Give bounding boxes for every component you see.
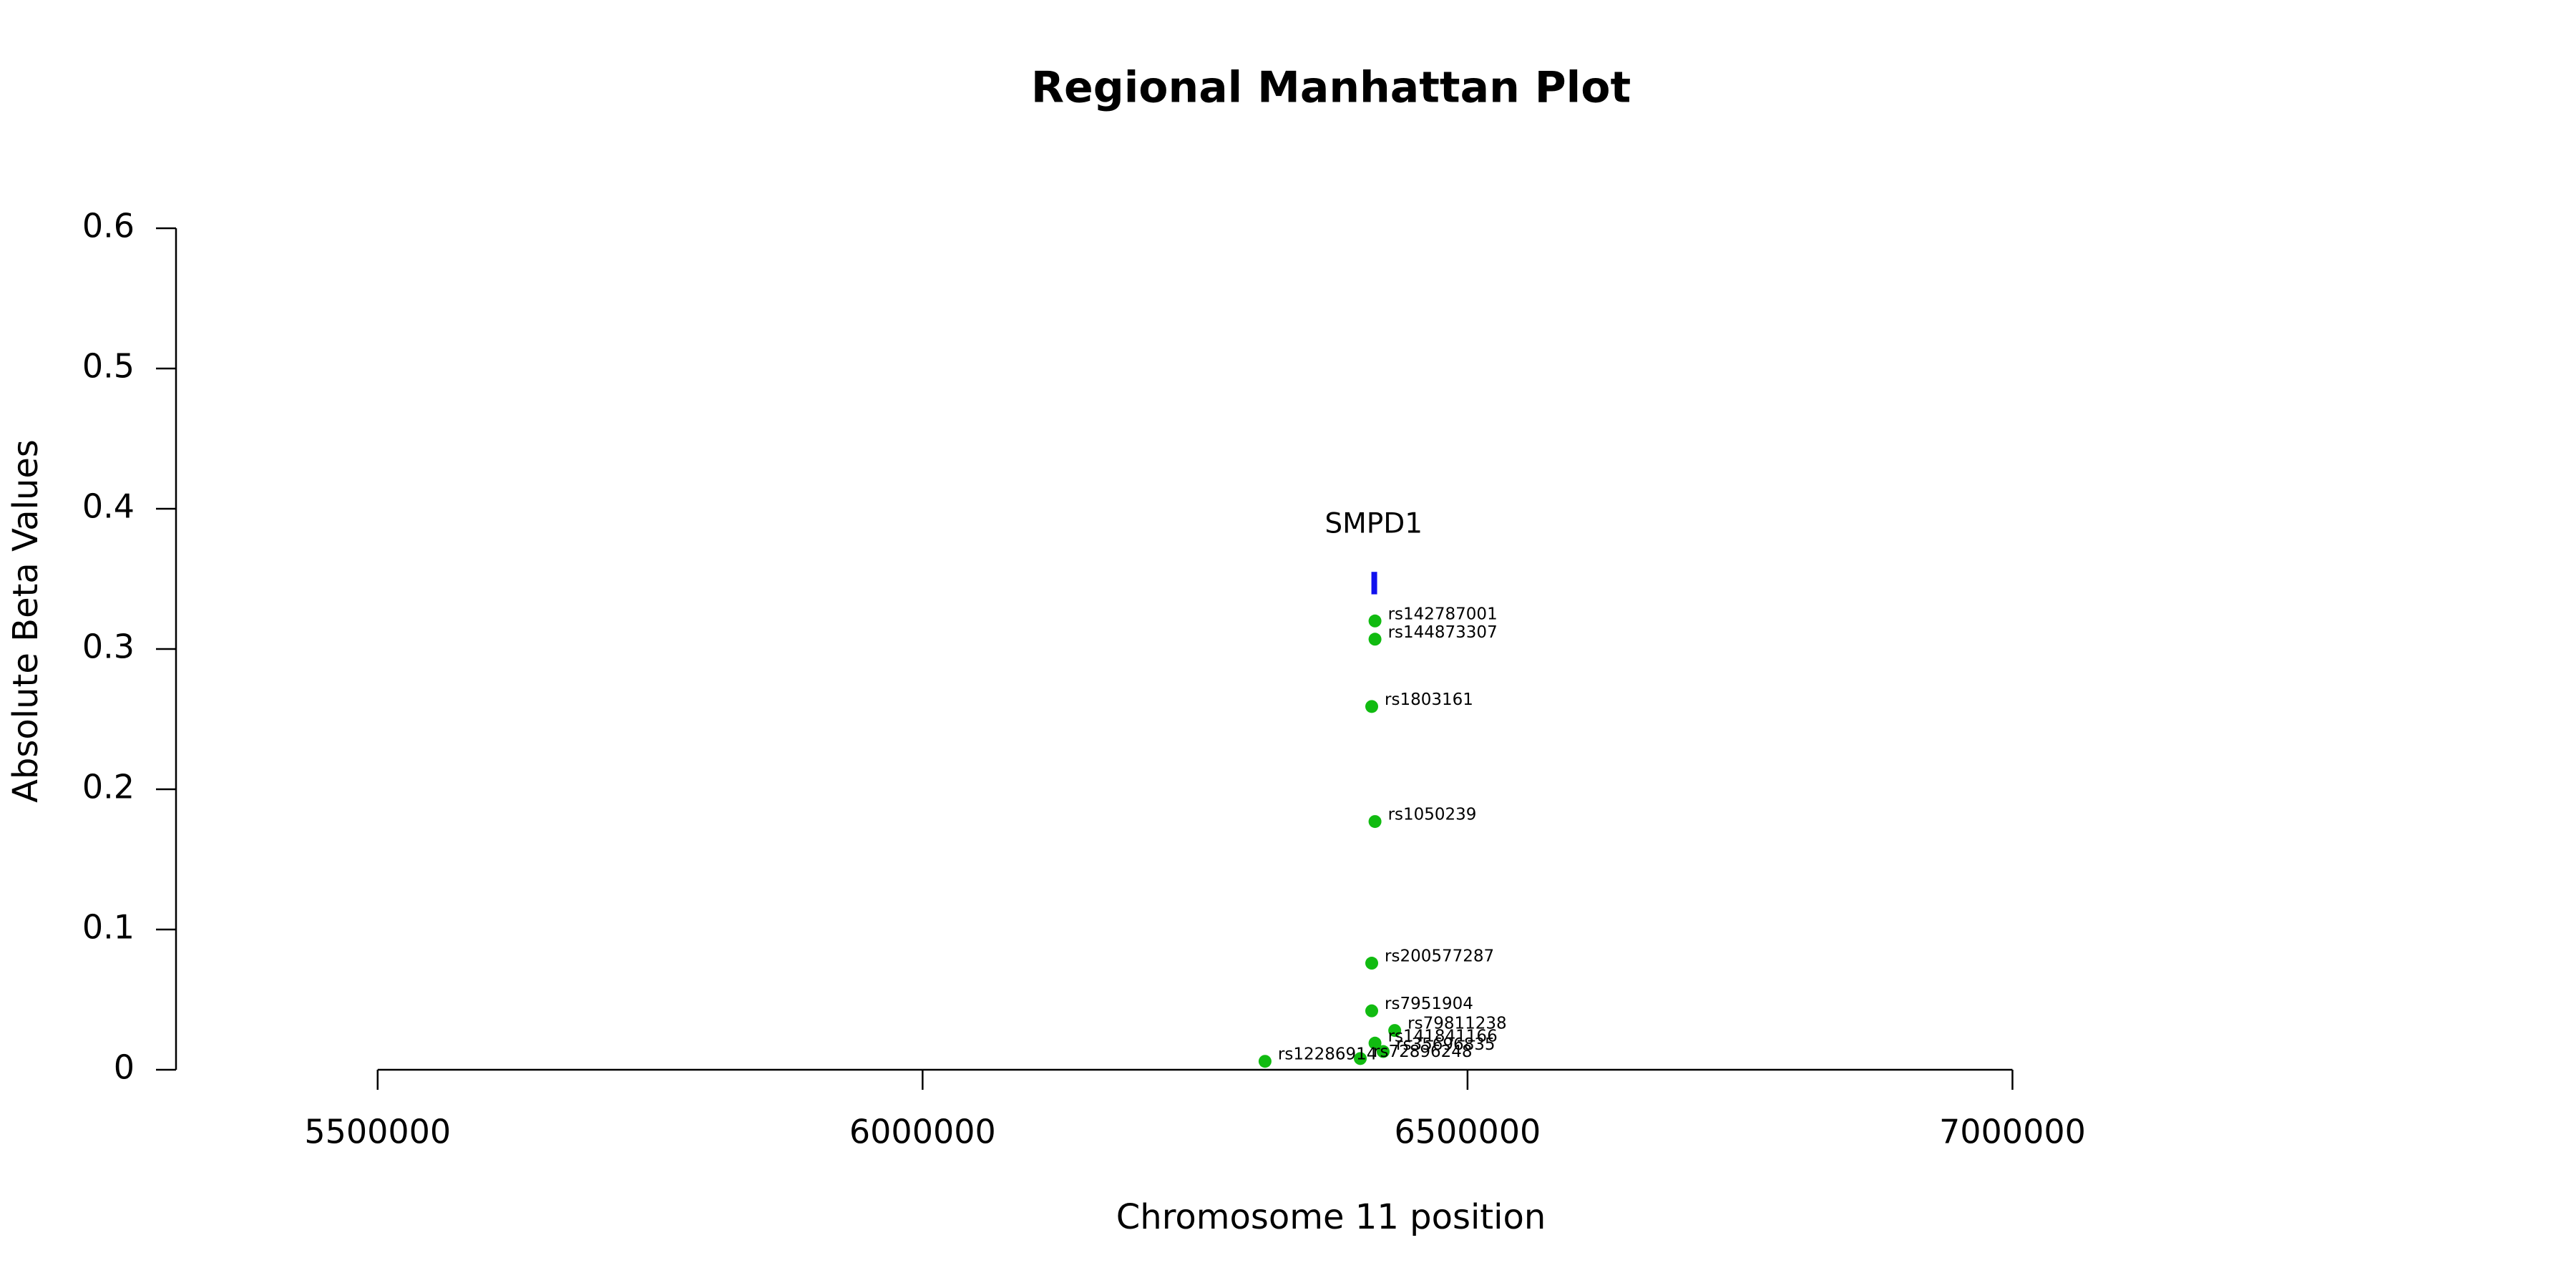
snp-point xyxy=(1365,700,1379,713)
gene-label: SMPD1 xyxy=(1324,508,1423,540)
x-tick-label: 7000000 xyxy=(1939,1113,2086,1151)
x-tick-label: 5500000 xyxy=(304,1113,451,1151)
snp-point xyxy=(1354,1052,1367,1065)
snp-point xyxy=(1388,1024,1402,1038)
x-tick-label: 6500000 xyxy=(1394,1113,1541,1151)
snp-label: rs142787001 xyxy=(1388,605,1498,623)
y-tick-label: 0 xyxy=(114,1048,135,1087)
snp-label: rs35696835 xyxy=(1396,1035,1496,1054)
y-tick-label: 0.4 xyxy=(82,487,135,526)
snp-point xyxy=(1258,1055,1272,1068)
gene-bar xyxy=(1371,572,1377,595)
chart-title: Regional Manhattan Plot xyxy=(1031,63,1631,113)
snp-label: rs144873307 xyxy=(1388,623,1498,642)
snp-label: rs7951904 xyxy=(1385,995,1473,1013)
snp-label: rs72896248 xyxy=(1373,1043,1473,1061)
snp-label: rs1803161 xyxy=(1385,691,1473,709)
snp-label: rs12286914 xyxy=(1278,1045,1377,1064)
y-tick-label: 0.2 xyxy=(82,768,135,806)
snp-label: rs1050239 xyxy=(1388,806,1477,824)
x-tick-label: 6000000 xyxy=(849,1113,996,1151)
snp-label: rs79811238 xyxy=(1407,1015,1507,1033)
snp-point xyxy=(1368,633,1382,646)
snp-point xyxy=(1368,815,1382,829)
y-tick-label: 0.1 xyxy=(82,908,135,947)
snp-label: rs200577287 xyxy=(1385,947,1494,966)
snp-point xyxy=(1377,1045,1390,1058)
y-tick-label: 0.5 xyxy=(82,347,135,386)
snp-point xyxy=(1368,614,1382,628)
x-axis-label: Chromosome 11 position xyxy=(1116,1197,1546,1237)
snp-point xyxy=(1365,1004,1379,1018)
snp-point xyxy=(1365,957,1379,970)
snp-label: rs141841166 xyxy=(1388,1027,1498,1045)
y-tick-label: 0.3 xyxy=(82,628,135,666)
y-axis-label: Absolute Beta Values xyxy=(6,439,46,803)
snp-point xyxy=(1368,1036,1382,1050)
y-tick-label: 0.6 xyxy=(82,207,135,245)
